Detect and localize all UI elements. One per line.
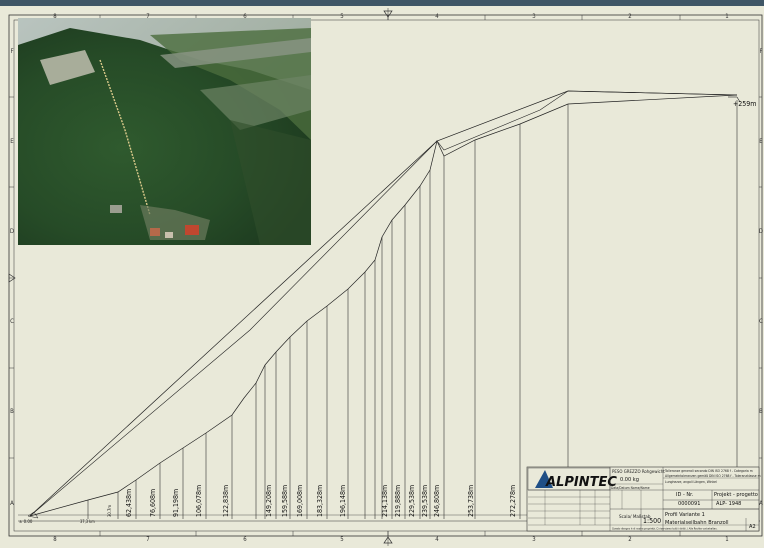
title-block: ALPINTEC PESO GREZZO Rohgewicht 0.00 kg … — [526, 466, 761, 532]
side-ruler-label: A — [10, 500, 14, 507]
top-ruler-label: 8 — [53, 13, 57, 20]
station-label: 272,278m — [509, 485, 517, 517]
bottom-ruler-label: 2 — [628, 536, 631, 543]
station-label: 229,538m — [408, 485, 416, 517]
logo-mark — [535, 470, 553, 488]
side-ruler-label-right: B — [759, 408, 763, 415]
station-label: 106,078m — [195, 485, 203, 517]
bottom-ruler-label: 4 — [435, 536, 439, 543]
date-header: Data/Datum Nome/Name — [611, 486, 650, 490]
company-logo: ALPINTEC — [545, 475, 617, 490]
station-label: 62,438m — [125, 489, 133, 517]
side-ruler-label: D — [10, 228, 14, 235]
tolerance-note-3: Lunghezze, angoli Längen, Winkel — [665, 480, 717, 484]
top-station-clearing — [40, 50, 95, 85]
station-label: 76,608m — [149, 489, 157, 517]
bottom-ruler-label: 8 — [53, 536, 57, 543]
end-height-label: +259m — [733, 100, 756, 108]
small-distance-label: 37,3 km — [80, 519, 95, 524]
weight-caption: PESO GREZZO Rohgewicht — [612, 469, 665, 475]
id-value: 0000091 — [678, 501, 700, 507]
bottom-ruler-label: 6 — [243, 536, 247, 543]
side-ruler-label: B — [10, 408, 14, 415]
station-label: 30.7m — [107, 505, 112, 517]
station-label: 253,738m — [467, 485, 475, 517]
station-verticals — [87, 100, 738, 519]
inner-frame — [13, 19, 760, 532]
station-label: 214,138m — [381, 485, 389, 517]
side-ruler: F F E E D D C C B B A A — [9, 48, 763, 507]
station-label: 246,808m — [433, 485, 441, 517]
cableway-profile: 30.7m 62,438m 76,608m 91,198m 106,078m 122,83… — [18, 90, 760, 525]
station-label: 219,888m — [394, 485, 402, 517]
side-ruler-label: E — [10, 138, 14, 145]
side-ruler-label: C — [10, 318, 14, 325]
top-ruler-label: 7 — [146, 13, 149, 20]
bottom-ruler-label: 5 — [340, 536, 343, 543]
top-ruler-label: 1 — [725, 13, 728, 20]
station-label: 122,838m — [222, 485, 230, 517]
rope-line-lower — [29, 90, 738, 517]
top-ruler-label: 2 — [628, 13, 631, 20]
origin-label: ± 0.00 — [19, 519, 33, 525]
drawing-title: Materialseilbahn Branzoll — [665, 520, 729, 526]
cableway-route — [99, 59, 151, 216]
side-ruler-label-right: C — [759, 318, 763, 325]
side-ruler-label-right: E — [759, 138, 763, 145]
left-center-arrow — [8, 273, 16, 283]
top-ruler-label: 3 — [532, 13, 535, 20]
station-labels: 30.7m 62,438m 76,608m 91,198m 106,078m 122,83… — [107, 485, 735, 517]
station-label: 169,008m — [296, 485, 304, 517]
top-ruler-label: 4 — [435, 13, 439, 20]
station-label: 196,148m — [339, 485, 347, 517]
scale-label: Scala/ Maßstab — [619, 514, 651, 520]
sheet-size: A2 — [749, 524, 756, 530]
top-ruler-label: 6 — [243, 13, 247, 20]
tolerance-note-2: Allgemeintoleranzen gemäß DIN ISO 2768 f… — [665, 474, 761, 478]
side-ruler-label-right: D — [759, 228, 763, 235]
aerial-photo — [18, 18, 311, 245]
bottom-ruler: 8 7 6 5 4 3 2 1 — [53, 531, 729, 543]
scale-value: 1:500 — [643, 517, 661, 525]
station-label: 159,588m — [281, 485, 289, 517]
side-ruler-label-right: F — [759, 48, 762, 55]
start-marker — [27, 511, 39, 519]
station-label: 239,538m — [421, 485, 429, 517]
weight-value: 0.00 kg — [620, 477, 639, 483]
station-label: 91,198m — [172, 489, 180, 517]
side-ruler-label: F — [10, 48, 13, 55]
top-ruler-label: 5 — [340, 13, 343, 20]
project-value: ALP- 1948 — [716, 501, 741, 507]
bottom-ruler-label: 7 — [146, 536, 149, 543]
drawing-title-variant: Profil Variante 1 — [665, 512, 705, 518]
tolerance-note-1: Tolleranze generali secondo DIN ISO 2768… — [665, 469, 753, 473]
station-label: 149,208m — [265, 485, 273, 517]
bottom-ruler-label: 1 — [725, 536, 728, 543]
station-label: 183,328m — [316, 485, 324, 517]
bottom-ruler-label: 3 — [532, 536, 535, 543]
id-label: ID - Nr. — [676, 492, 694, 498]
side-ruler-label-right: A — [759, 500, 763, 507]
footer-note: Questo disegno è di nostra proprietà. Ci… — [612, 527, 718, 531]
project-label: Projekt - progetto — [714, 492, 758, 498]
